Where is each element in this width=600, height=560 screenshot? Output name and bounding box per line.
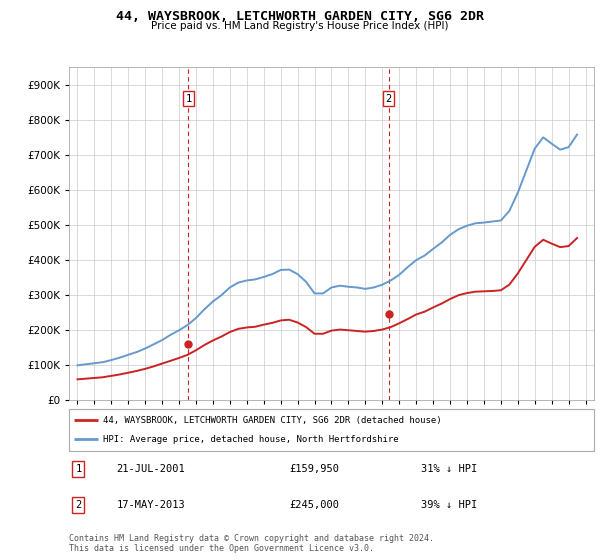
Text: 31% ↓ HPI: 31% ↓ HPI: [421, 464, 477, 474]
Text: 17-MAY-2013: 17-MAY-2013: [116, 501, 185, 510]
Text: Contains HM Land Registry data © Crown copyright and database right 2024.
This d: Contains HM Land Registry data © Crown c…: [69, 534, 434, 553]
Text: 44, WAYSBROOK, LETCHWORTH GARDEN CITY, SG6 2DR (detached house): 44, WAYSBROOK, LETCHWORTH GARDEN CITY, S…: [103, 416, 442, 424]
Text: 44, WAYSBROOK, LETCHWORTH GARDEN CITY, SG6 2DR: 44, WAYSBROOK, LETCHWORTH GARDEN CITY, S…: [116, 10, 484, 23]
Text: 1: 1: [76, 464, 82, 474]
Text: 39% ↓ HPI: 39% ↓ HPI: [421, 501, 477, 510]
Text: 2: 2: [76, 501, 82, 510]
Text: HPI: Average price, detached house, North Hertfordshire: HPI: Average price, detached house, Nort…: [103, 435, 399, 444]
FancyBboxPatch shape: [69, 409, 594, 451]
Text: Price paid vs. HM Land Registry's House Price Index (HPI): Price paid vs. HM Land Registry's House …: [151, 21, 449, 31]
Text: 21-JUL-2001: 21-JUL-2001: [116, 464, 185, 474]
Text: £159,950: £159,950: [290, 464, 340, 474]
Text: 1: 1: [185, 94, 191, 104]
Text: £245,000: £245,000: [290, 501, 340, 510]
Text: 2: 2: [386, 94, 392, 104]
